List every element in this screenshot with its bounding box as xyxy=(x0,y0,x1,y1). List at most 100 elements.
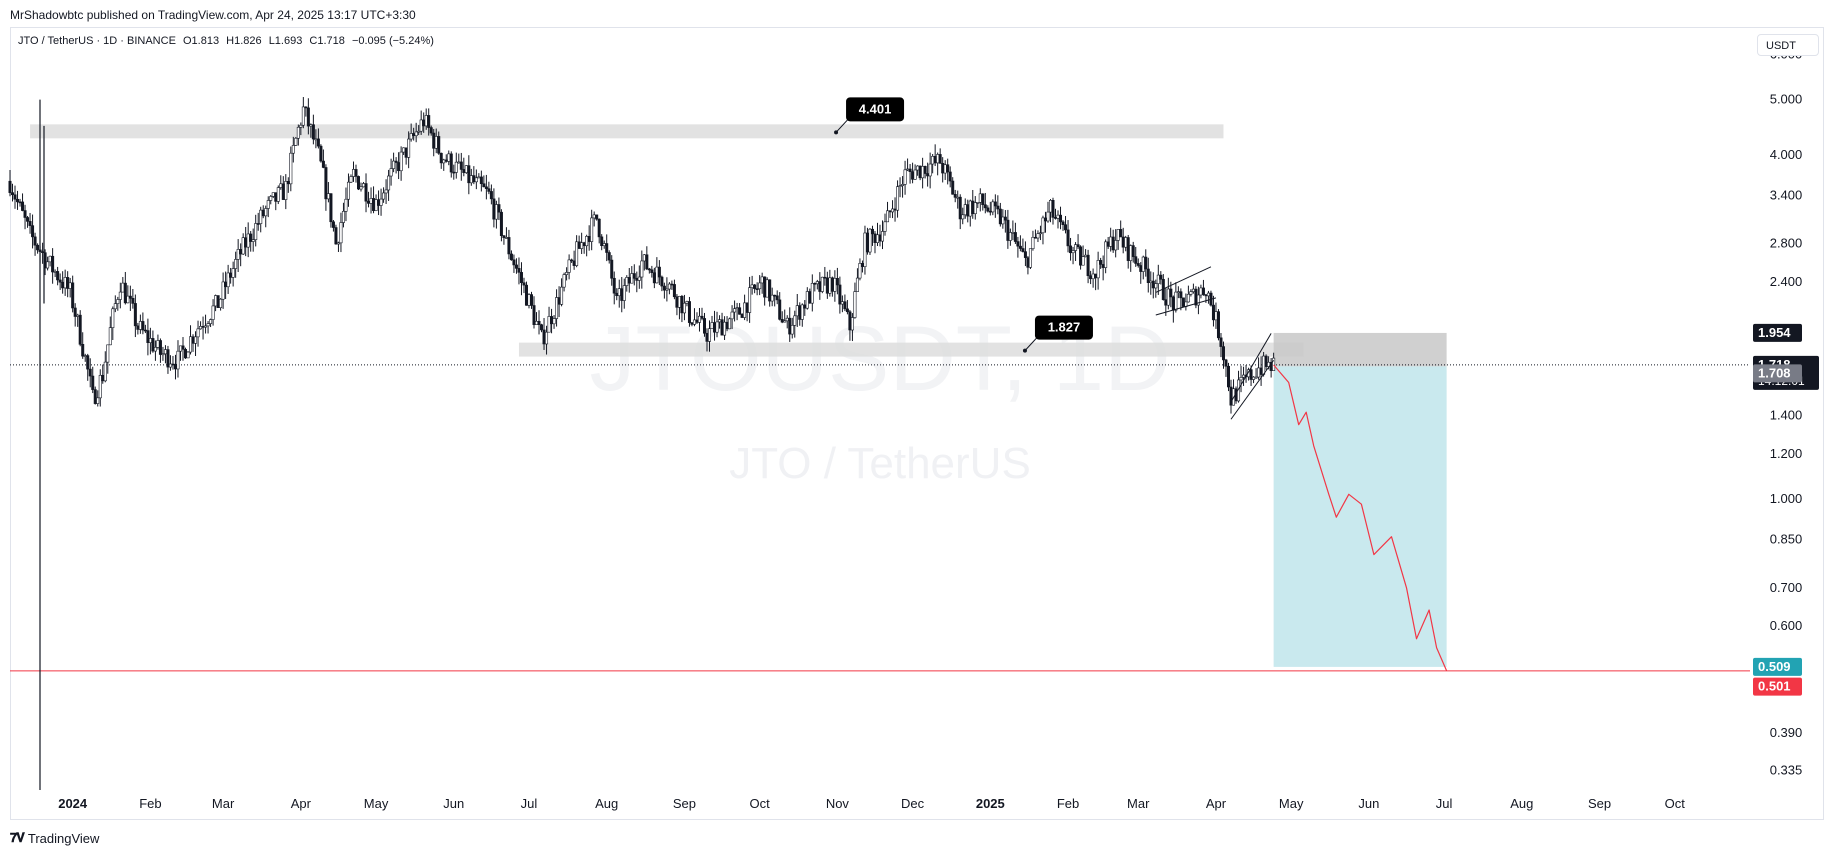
candle-body xyxy=(948,171,952,182)
candle-body xyxy=(46,261,50,269)
candle-body xyxy=(625,277,629,286)
candle-body xyxy=(728,318,732,330)
candle-body xyxy=(1104,241,1108,268)
key-level-callout-0 xyxy=(846,97,905,122)
candle-body xyxy=(1194,288,1198,306)
candle-body xyxy=(1106,241,1110,247)
candle-body xyxy=(1028,248,1032,268)
candle-body xyxy=(605,243,609,253)
candle-body xyxy=(700,315,704,319)
candle-body xyxy=(281,183,285,200)
candle-body xyxy=(186,351,190,359)
axis-price-badge xyxy=(1753,323,1802,342)
candle-body xyxy=(294,137,298,146)
candle-body xyxy=(615,292,619,297)
candle-body xyxy=(113,303,117,310)
candle-body xyxy=(597,218,601,238)
candle-body xyxy=(63,277,67,289)
candle-body xyxy=(1109,236,1113,247)
candle-body xyxy=(462,169,466,173)
candle-body xyxy=(58,279,62,283)
legend-symbol[interactable]: JTO / TetherUS · 1D · BINANCE xyxy=(18,35,176,47)
candle-body xyxy=(758,282,762,290)
candle-body xyxy=(419,119,423,132)
x-tick-label: May xyxy=(364,796,389,811)
candle-body xyxy=(953,193,957,198)
candle-body xyxy=(1064,224,1068,231)
candle-body xyxy=(532,305,536,325)
candle-body xyxy=(913,169,917,180)
x-tick-label: Feb xyxy=(1057,796,1079,811)
candle-body xyxy=(341,211,345,223)
candle-body xyxy=(946,164,950,173)
axis-price-label: 1.708 xyxy=(1758,365,1791,380)
candle-body xyxy=(868,228,872,253)
candle-body xyxy=(106,344,110,363)
candle-body xyxy=(1181,297,1185,307)
candle-body xyxy=(103,361,107,382)
candle-body xyxy=(760,276,764,284)
candle-body xyxy=(825,277,829,294)
candle-body xyxy=(224,281,228,288)
candle-body xyxy=(304,106,308,109)
candle-body xyxy=(585,236,589,247)
candle-body xyxy=(545,331,549,345)
candle-body xyxy=(128,295,132,299)
currency-selector[interactable]: USDT xyxy=(1757,34,1819,56)
footer-brand[interactable]: 𝟕𝐕 TradingView xyxy=(10,830,99,846)
candle-body xyxy=(637,276,641,281)
candle-body xyxy=(685,301,689,304)
candle-body xyxy=(976,202,980,204)
candle-body xyxy=(392,160,396,169)
candle-body xyxy=(612,277,616,294)
candle-body xyxy=(770,294,774,302)
flag-1-line-1 xyxy=(1155,297,1217,316)
y-tick-label: 4.000 xyxy=(1770,147,1803,162)
candle-body xyxy=(677,295,681,308)
candle-body xyxy=(81,344,85,357)
candle-body xyxy=(424,115,428,127)
candle-body xyxy=(575,241,579,266)
candle-body xyxy=(600,236,604,246)
candle-body xyxy=(216,295,220,308)
candle-body xyxy=(785,317,789,322)
candle-body xyxy=(432,132,436,149)
y-tick-label: 1.400 xyxy=(1770,408,1803,423)
candle-body xyxy=(351,169,355,177)
candle-body xyxy=(565,272,569,275)
candle-body xyxy=(1069,245,1073,254)
candle-body xyxy=(1164,299,1168,306)
publisher-line: MrShadowbtc published on TradingView.com… xyxy=(10,8,416,22)
candle-body xyxy=(261,209,265,217)
candle-body xyxy=(938,154,942,164)
candle-body xyxy=(1144,256,1148,270)
candle-body xyxy=(1043,217,1047,222)
candle-body xyxy=(773,294,777,297)
candle-body xyxy=(1229,386,1233,406)
wedge-2-line-1 xyxy=(1230,360,1275,420)
candle-body xyxy=(1211,304,1215,321)
candle-body xyxy=(387,175,391,191)
candle-body xyxy=(1219,337,1223,347)
watermark-subtitle: JTO / TetherUS xyxy=(729,439,1031,488)
candle-body xyxy=(1111,236,1115,251)
candle-body xyxy=(289,152,293,185)
candle-body xyxy=(519,272,523,284)
x-tick-label: Mar xyxy=(212,796,235,811)
candle-body xyxy=(176,350,180,370)
candle-body xyxy=(570,259,574,262)
candle-body xyxy=(1091,273,1095,280)
candle-body xyxy=(1264,355,1268,367)
candle-body xyxy=(788,317,792,335)
candle-body xyxy=(1086,254,1090,277)
candle-body xyxy=(98,374,102,399)
candle-body xyxy=(1119,229,1123,238)
candle-body xyxy=(1124,237,1128,248)
candle-body xyxy=(1272,357,1276,371)
candle-body xyxy=(399,151,403,172)
candle-body xyxy=(835,277,839,286)
candle-body xyxy=(427,115,431,128)
candle-body xyxy=(484,186,488,189)
candle-body xyxy=(487,188,491,192)
